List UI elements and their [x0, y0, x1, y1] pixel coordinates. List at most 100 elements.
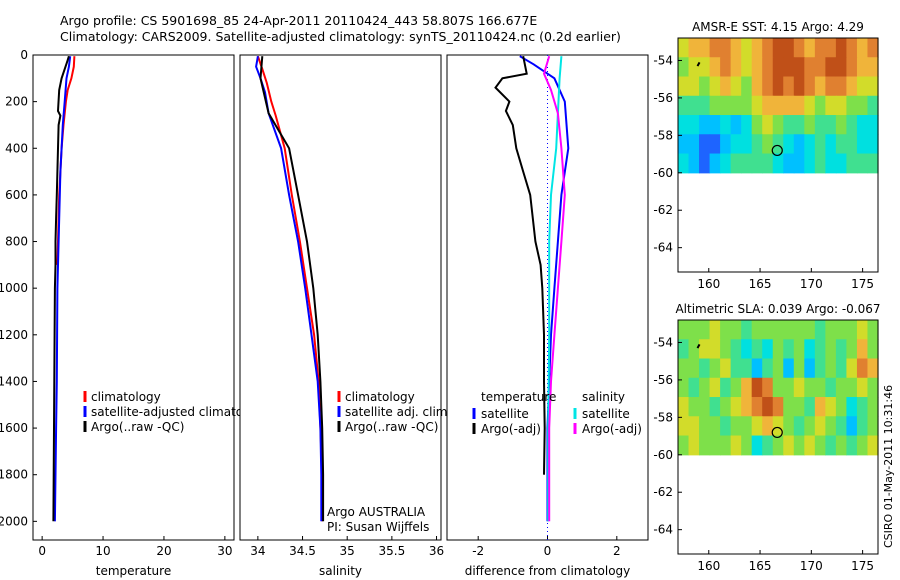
heatmap-cell [867, 153, 879, 174]
heatmap-cell [846, 38, 858, 58]
heatmap-cell [772, 339, 784, 360]
heatmap-cell [699, 435, 711, 456]
credit-stamp: CSIRO 01-May-2011 10:31:46 [882, 385, 895, 548]
heatmap-cell [783, 416, 795, 437]
x-tick-label: 165 [749, 559, 772, 573]
heatmap-cell [856, 38, 869, 58]
heatmap-cell [846, 76, 858, 97]
heatmap-cell [688, 153, 700, 174]
heatmap-cell [741, 320, 753, 340]
heatmap-cell [678, 76, 690, 97]
heatmap-cell [856, 358, 869, 379]
heatmap-cell [699, 76, 711, 97]
heatmap-cell [814, 134, 826, 155]
heatmap-cell [741, 95, 753, 116]
heatmap-cell [804, 358, 816, 379]
heatmap-cell [793, 397, 805, 417]
heatmap-cell [762, 115, 774, 135]
heatmap-cell [793, 57, 805, 78]
heatmap-cell [678, 95, 690, 116]
heatmap-cell [751, 115, 763, 135]
heatmap-cell [688, 377, 700, 398]
heatmap-cell [741, 358, 753, 379]
heatmap-cell [772, 76, 784, 97]
heatmap-cell [688, 57, 700, 78]
x-axis-label: temperature [96, 564, 171, 578]
heatmap-cell [856, 95, 869, 116]
heatmap-cell [846, 397, 858, 417]
heatmap-cell [730, 339, 742, 360]
heatmap-cell [856, 377, 869, 398]
series-line-satellite [547, 56, 563, 522]
heatmap-cell [730, 115, 742, 135]
series-line-argo--adj- [494, 56, 546, 475]
heatmap-cell [772, 435, 784, 456]
heatmap-cell [762, 57, 774, 78]
heatmap-cell [772, 38, 784, 58]
heatmap-cell [825, 38, 837, 58]
y-tick-label: 1600 [0, 421, 28, 435]
heatmap-cell [814, 320, 826, 340]
heatmap-cell [751, 57, 763, 78]
legend-entry: satellite-adjusted climatology [91, 405, 269, 419]
y-tick-label: 0 [20, 48, 28, 62]
heatmap-cell [846, 377, 858, 398]
heatmap-cell [793, 76, 805, 97]
heatmap-cell [709, 95, 721, 116]
heatmap-cell [751, 134, 763, 155]
x-tick-label: -2 [472, 544, 484, 558]
heatmap-cell [772, 134, 784, 155]
heatmap-cell [825, 153, 837, 174]
heatmap-cell [730, 57, 742, 78]
heatmap-cell [783, 95, 795, 116]
heatmap-cell [709, 76, 721, 97]
heatmap-cell [846, 153, 858, 174]
y-tick-label: -64 [653, 241, 673, 255]
x-tick-label: 35 [340, 544, 355, 558]
heatmap-cell [825, 115, 837, 135]
heatmap-cell [783, 153, 795, 174]
heatmap-cell [762, 397, 774, 417]
argo-position-marker [771, 144, 783, 157]
heatmap-cell [867, 95, 879, 116]
heatmap-cell [741, 38, 753, 58]
heatmap-cell [762, 416, 774, 437]
heatmap-cell [783, 76, 795, 97]
heatmap-cell [741, 339, 753, 360]
y-tick-label: 2000 [0, 514, 28, 528]
x-tick-label: 175 [851, 559, 874, 573]
heatmap-cell [678, 435, 690, 456]
heatmap-cell [793, 134, 805, 155]
heatmap-cell [856, 397, 869, 417]
heatmap-cell [814, 416, 826, 437]
heatmap-cell [730, 416, 742, 437]
legend-entry: Argo(-adj) [481, 422, 541, 436]
heatmap-cell [835, 134, 848, 155]
heatmap-cell [688, 320, 700, 340]
heatmap-cell [772, 95, 784, 116]
heatmap-cell [867, 320, 879, 340]
heatmap-cell [804, 57, 816, 78]
heatmap-cell [867, 115, 879, 135]
heatmap-cell [709, 57, 721, 78]
heatmap-cell [730, 76, 742, 97]
series-line-satellite-adjusted-climatology [53, 56, 72, 522]
heatmap-cell [783, 377, 795, 398]
heatmap-cell [772, 358, 784, 379]
heatmap-cell [825, 95, 837, 116]
x-tick-label: 160 [697, 559, 720, 573]
heatmap-cell [772, 153, 784, 174]
heatmap-cell [751, 377, 763, 398]
heatmap-cell [793, 358, 805, 379]
heatmap-cell [814, 76, 826, 97]
heatmap-cell [720, 377, 732, 398]
x-axis-label: salinity [319, 564, 362, 578]
heatmap-cell [793, 339, 805, 360]
heatmap-cell [793, 435, 805, 456]
heatmap-cell [709, 435, 721, 456]
heatmap-cell [720, 76, 732, 97]
heatmap-cell [835, 435, 848, 456]
heatmap-cell [688, 76, 700, 97]
heatmap-cell [678, 339, 690, 360]
heatmap-cell [783, 435, 795, 456]
